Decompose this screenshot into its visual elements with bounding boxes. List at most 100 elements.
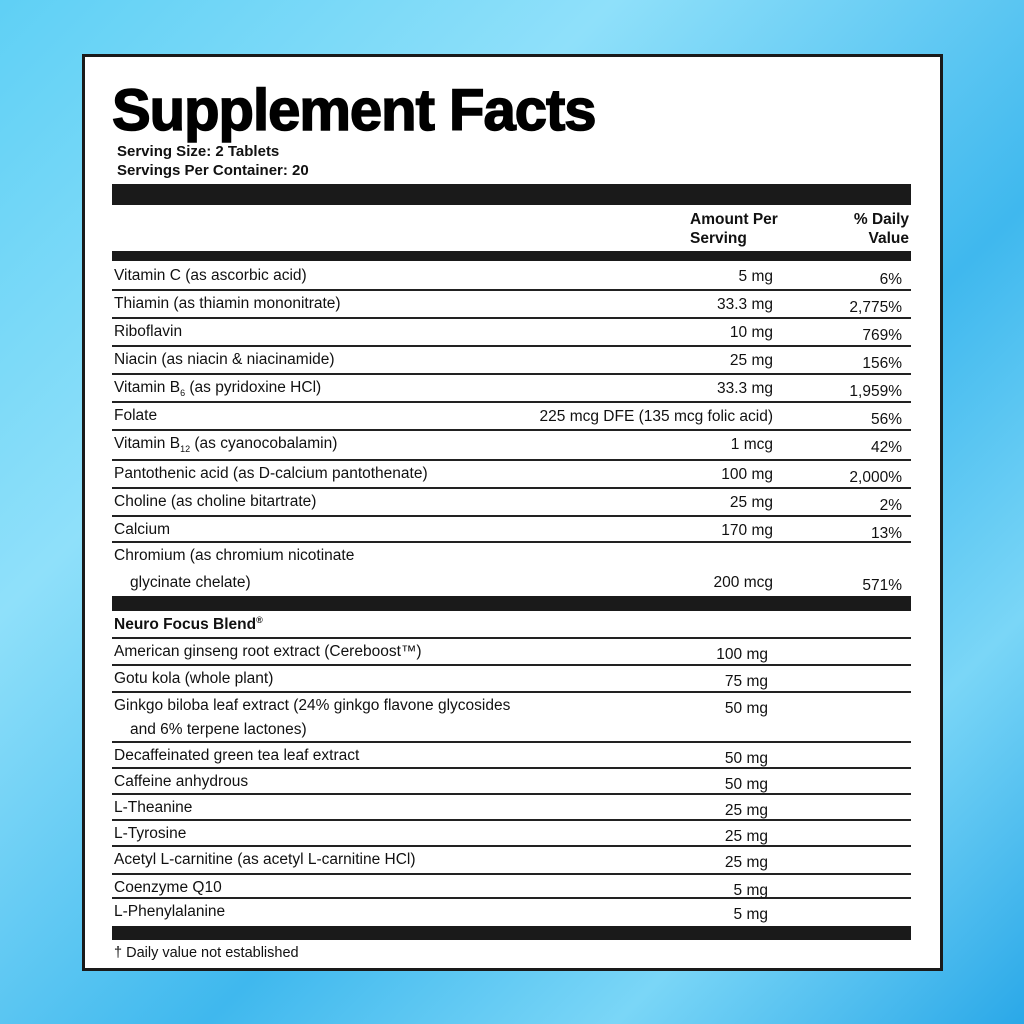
serving-size: Serving Size: 2 Tablets bbox=[117, 143, 280, 160]
nutrient-name: Chromium (as chromium nicotinate bbox=[114, 547, 355, 564]
ingredient-name: Decaffeinated green tea leaf extract bbox=[114, 747, 360, 764]
daily-value: 6% bbox=[879, 271, 902, 288]
nutrient-name: Thiamin (as thiamin mononitrate) bbox=[114, 295, 341, 312]
nutrient-name-text: Vitamin B bbox=[114, 435, 181, 452]
nutrient-subscript: 12 bbox=[180, 444, 191, 455]
table-row: American ginseng root extract (Cereboost… bbox=[112, 639, 911, 666]
nutrient-name: Vitamin B12 (as cyanocobalamin) bbox=[114, 435, 337, 454]
nutrient-name-suffix: (as cyanocobalamin) bbox=[190, 435, 338, 452]
table-row: Ginkgo biloba leaf extract (24% ginkgo f… bbox=[112, 693, 911, 743]
table-row: Choline (as choline bitartrate) 25 mg 2% bbox=[112, 489, 911, 517]
daily-value: 571% bbox=[862, 577, 902, 594]
blend-title-text: Neuro Focus Blend bbox=[114, 616, 257, 634]
amount: 100 mg bbox=[721, 466, 773, 483]
label-title: Supplement Facts bbox=[111, 77, 597, 144]
amount-header-line2: Serving bbox=[690, 230, 747, 247]
amount: 170 mg bbox=[721, 522, 773, 539]
amount: 50 mg bbox=[724, 750, 768, 767]
amount: 50 mg bbox=[724, 776, 768, 793]
amount: 33.3 mg bbox=[716, 380, 773, 397]
amount: 25 mg bbox=[724, 802, 768, 819]
nutrient-name: Folate bbox=[114, 407, 158, 424]
table-row: Caffeine anhydrous 50 mg bbox=[112, 769, 911, 795]
amount: 225 mcg DFE (135 mcg folic acid) bbox=[539, 408, 773, 425]
table-row: Calcium 170 mg 13% bbox=[112, 517, 911, 543]
amount: 25 mg bbox=[724, 854, 768, 871]
dv-header-line1: % Daily bbox=[853, 211, 909, 228]
blend-title-row: Neuro Focus Blend® bbox=[112, 611, 911, 639]
table-row: Decaffeinated green tea leaf extract 50 m… bbox=[112, 743, 911, 769]
table-row: Acetyl L-carnitine (as acetyl L-carnitin… bbox=[112, 847, 911, 875]
amount: 5 mg bbox=[733, 906, 768, 923]
table-row: Gotu kola (whole plant) 75 mg bbox=[112, 666, 911, 693]
nutrient-name: Vitamin C (as ascorbic acid) bbox=[114, 267, 307, 284]
amount: 5 mg bbox=[738, 268, 773, 285]
nutrient-name: Niacin (as niacin & niacinamide) bbox=[114, 351, 335, 368]
daily-value: 156% bbox=[862, 355, 902, 372]
nutrient-name-suffix: (as pyridoxine HCl) bbox=[185, 379, 322, 396]
amount: 10 mg bbox=[729, 324, 773, 341]
divider-bar bbox=[112, 251, 911, 261]
amount-header: Amount Per Serving bbox=[690, 210, 778, 248]
amount: 25 mg bbox=[729, 352, 773, 369]
table-row: Vitamin B6 (as pyridoxine HCl) 33.3 mg 1,9… bbox=[112, 375, 911, 403]
table-row: Thiamin (as thiamin mononitrate) 33.3 mg 2… bbox=[112, 291, 911, 319]
ingredient-name: L-Tyrosine bbox=[114, 825, 187, 842]
amount: 1 mcg bbox=[730, 436, 773, 453]
nutrient-name: Calcium bbox=[114, 521, 170, 538]
ingredient-name: Coenzyme Q10 bbox=[114, 879, 222, 896]
divider-bar bbox=[112, 184, 911, 205]
daily-value: 2% bbox=[879, 497, 902, 514]
daily-value: 2,775% bbox=[849, 299, 902, 316]
daily-value: 1,959% bbox=[849, 383, 902, 400]
blend-title: Neuro Focus Blend® bbox=[114, 615, 263, 634]
table-row: Riboflavin 10 mg 769% bbox=[112, 319, 911, 347]
nutrient-name: Pantothenic acid (as D-calcium pantothen… bbox=[114, 465, 428, 482]
ingredient-name: L-Phenylalanine bbox=[114, 903, 226, 920]
nutrient-name: Vitamin B6 (as pyridoxine HCl) bbox=[114, 379, 321, 398]
ingredient-name-line2: and 6% terpene lactones) bbox=[130, 721, 307, 738]
amount: 100 mg bbox=[716, 646, 768, 663]
amount: 33.3 mg bbox=[716, 296, 773, 313]
amount: 75 mg bbox=[724, 673, 768, 690]
table-row: Pantothenic acid (as D-calcium pantothen… bbox=[112, 461, 911, 489]
table-row: Niacin (as niacin & niacinamide) 25 mg 156… bbox=[112, 347, 911, 375]
divider-bar bbox=[112, 926, 911, 940]
divider-bar bbox=[112, 596, 911, 611]
daily-value: 56% bbox=[870, 411, 902, 428]
ingredient-name: Gotu kola (whole plant) bbox=[114, 670, 274, 687]
daily-value: 42% bbox=[870, 439, 902, 456]
table-row: Vitamin C (as ascorbic acid) 5 mg 6% bbox=[112, 263, 911, 291]
daily-value: 13% bbox=[870, 525, 902, 542]
ingredient-name: L-Theanine bbox=[114, 799, 193, 816]
ingredient-name: Ginkgo biloba leaf extract (24% ginkgo f… bbox=[114, 697, 511, 714]
footnote: † Daily value not established bbox=[114, 945, 299, 961]
table-row: L-Theanine 25 mg bbox=[112, 795, 911, 821]
dv-header-line2: Value bbox=[868, 230, 910, 247]
registered-mark: ® bbox=[256, 615, 263, 625]
amount: 25 mg bbox=[729, 494, 773, 511]
table-row: Vitamin B12 (as cyanocobalamin) 1 mcg 42% bbox=[112, 431, 911, 461]
table-row: Chromium (as chromium nicotinate glycinat… bbox=[112, 543, 911, 597]
nutrient-name-text: Vitamin B bbox=[114, 379, 181, 396]
table-row: L-Phenylalanine 5 mg bbox=[112, 899, 911, 925]
ingredient-name: Acetyl L-carnitine (as acetyl L-carnitin… bbox=[114, 851, 416, 868]
daily-value: 769% bbox=[862, 327, 902, 344]
ingredient-name: Caffeine anhydrous bbox=[114, 773, 249, 790]
nutrient-name-line2: glycinate chelate) bbox=[130, 574, 251, 591]
dv-header: % Daily Value bbox=[854, 210, 909, 248]
amount: 50 mg bbox=[724, 700, 768, 717]
nutrient-name: Choline (as choline bitartrate) bbox=[114, 493, 317, 510]
blend-table: American ginseng root extract (Cereboost… bbox=[112, 639, 911, 925]
nutrient-name: Riboflavin bbox=[114, 323, 183, 340]
ingredient-name: American ginseng root extract (Cereboost… bbox=[114, 643, 422, 660]
table-row: L-Tyrosine 25 mg bbox=[112, 821, 911, 847]
table-row: Folate 225 mcg DFE (135 mcg folic acid) 56… bbox=[112, 403, 911, 431]
amount: 200 mcg bbox=[713, 574, 773, 591]
amount: 25 mg bbox=[724, 828, 768, 845]
table-row: Coenzyme Q10 5 mg bbox=[112, 875, 911, 899]
nutrient-subscript: 6 bbox=[180, 388, 186, 399]
daily-value: 2,000% bbox=[849, 469, 902, 486]
amount-header-line1: Amount Per bbox=[690, 211, 778, 228]
amount: 5 mg bbox=[733, 882, 768, 899]
